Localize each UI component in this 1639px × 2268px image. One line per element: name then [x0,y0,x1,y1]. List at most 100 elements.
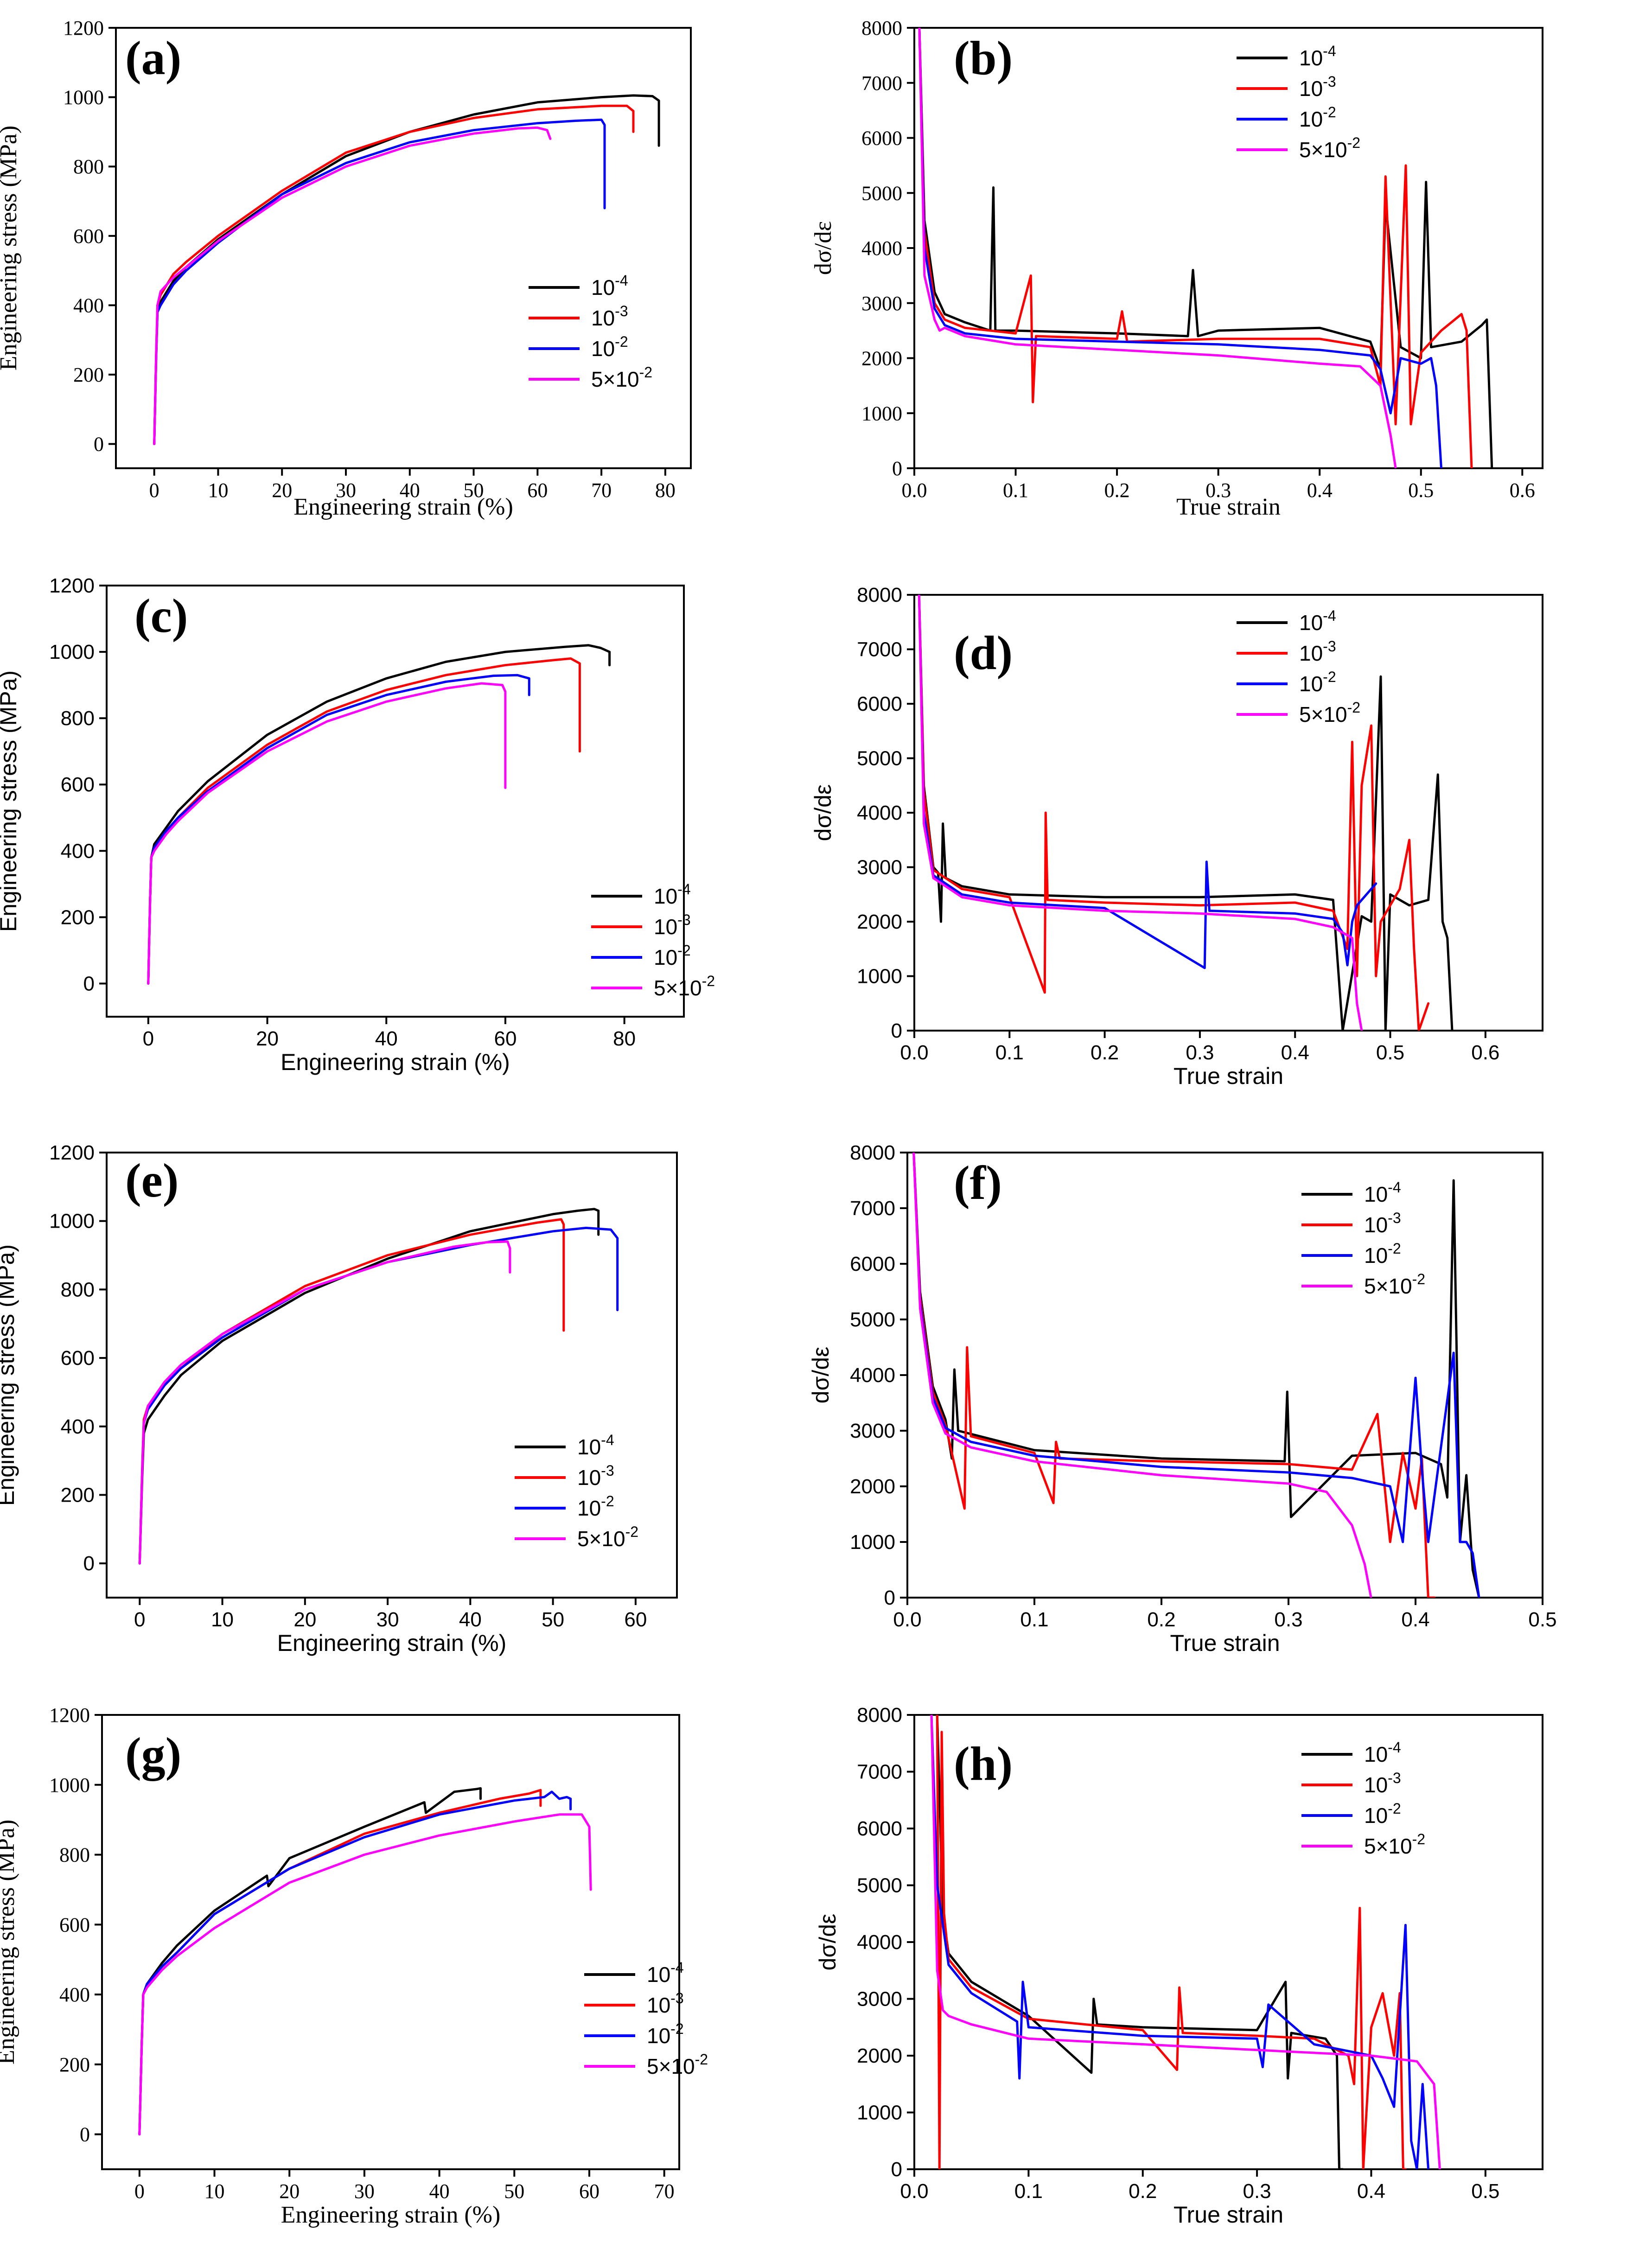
y-tick-label: 400 [73,294,104,317]
x-tick-label: 0.6 [1471,1041,1499,1064]
legend-label-1e-3: 10-3 [1299,638,1336,665]
legend-label-5e-2: 5×10-2 [647,2051,708,2078]
panel-d-chart: 0.0 0.1 0.2 0.3 0.4 0.5 0.6 0 1000 2000 3000 4000 50… [810,584,1543,1089]
y-tick-label: 4000 [850,1364,895,1387]
legend-label-1e-4: 10-4 [1299,43,1336,70]
series-line-1e-2 [912,1153,1480,1598]
panel-letter: (a) [125,32,181,85]
series-line-1e-2 [918,595,1378,969]
legend-label-1e-4: 10-4 [1364,1179,1401,1206]
x-tick-label: 30 [376,1608,399,1631]
plot-frame [101,1714,680,2170]
legend-label-1e-3: 10-3 [591,303,628,330]
y-tick-label: 200 [73,363,104,386]
y-tick-label: 4000 [857,1931,902,1954]
series-line-1e-3 [138,1218,565,1565]
y-axis-label: Engineering stress (MPa) [0,1820,19,2065]
y-tick-label: 5000 [861,182,902,204]
series-line-5e-2 [912,1153,1372,1598]
x-tick-label: 0 [134,1608,145,1631]
legend-label-1e-2: 10-2 [647,2020,684,2048]
x-tick-label: 30 [336,479,356,502]
series-line-1e-3 [153,104,635,446]
legend-label-5e-2: 5×10-2 [654,973,715,1000]
x-tick-label: 50 [504,2180,524,2203]
x-axis-label: Engineering strain (%) [281,1049,510,1075]
series-line-5e-2 [153,126,552,446]
panel-h-chart: 0.0 0.1 0.2 0.3 0.4 0.5 0 1000 2000 3000 4000 5000 6… [815,1704,1543,2228]
panel-letter: (g) [125,1728,181,1781]
x-tick-label: 0.3 [1243,2180,1271,2203]
y-tick-label: 800 [73,155,104,178]
x-tick-label: 50 [464,479,484,502]
y-tick-label: 7000 [861,72,902,95]
y-tick-label: 0 [80,2123,90,2146]
x-tick-label: 0.0 [900,1041,928,1064]
y-tick-label: 3000 [857,856,902,879]
plot-frame [106,585,685,1018]
y-tick-label: 0 [892,457,902,480]
series-line-5e-2 [138,1813,592,2136]
y-tick-label: 1000 [857,965,902,988]
series-line-1e-2 [153,118,606,446]
y-tick-label: 0 [83,972,95,995]
y-tick-label: 0 [891,1019,902,1042]
x-tick-label: 0.5 [1408,479,1434,502]
legend-label-5e-2: 5×10-2 [591,364,652,391]
legend-label-1e-2: 10-2 [1299,104,1336,131]
x-tick-label: 20 [272,479,292,502]
panel-letter: (e) [125,1154,179,1207]
legend-label-5e-2: 5×10-2 [577,1523,638,1551]
y-tick-label: 1200 [49,1141,95,1164]
x-tick-label: 0.5 [1528,1608,1556,1631]
series-line-5e-2 [147,682,507,985]
x-tick-label: 40 [459,1608,482,1631]
y-tick-label: 1000 [49,1210,95,1233]
y-tick-label: 400 [59,1983,90,2006]
y-tick-label: 0 [884,1586,895,1609]
x-tick-label: 0.0 [900,2180,928,2203]
series-line-5e-2 [138,1240,511,1565]
y-tick-label: 400 [61,840,95,862]
y-tick-label: 6000 [857,1817,902,1840]
panel-e-chart: 0 10 20 30 40 50 60020040060080010001200Engine… [0,1141,678,1656]
x-tick-label: 50 [542,1608,564,1631]
y-tick-label: 7000 [857,638,902,661]
series-line-1e-3 [912,1153,1436,1598]
legend-label-1e-2: 10-2 [1364,1240,1401,1268]
y-axis-label: Engineering stress (MPa) [0,1244,19,1506]
x-tick-label: 0.5 [1376,1041,1404,1064]
x-axis-label: True strain [1173,2202,1283,2228]
x-tick-label: 0.4 [1281,1041,1309,1064]
legend-label-1e-4: 10-4 [1364,1739,1401,1766]
legend-label-1e-3: 10-3 [1364,1770,1401,1797]
x-tick-label: 0.0 [902,479,927,502]
y-tick-label: 200 [59,2053,90,2076]
y-tick-label: 0 [94,433,104,456]
legend-label-1e-3: 10-3 [1364,1210,1401,1237]
x-axis-label: Engineering strain (%) [293,494,513,520]
legend-label-5e-2: 5×10-2 [1364,1831,1425,1858]
x-tick-label: 70 [591,479,612,502]
y-tick-label: 3000 [861,292,902,315]
y-tick-label: 2000 [861,347,902,370]
x-tick-label: 60 [494,1027,517,1050]
x-tick-label: 60 [624,1608,647,1631]
legend-label-1e-2: 10-2 [591,333,628,361]
y-tick-label: 3000 [857,1988,902,2011]
plot-frame [115,27,692,469]
series-line-5e-2 [918,595,1363,1031]
legend-label-5e-2: 5×10-2 [1299,134,1360,162]
y-tick-label: 800 [59,1844,90,1867]
panel-letter: (b) [954,32,1013,85]
legend-label-1e-2: 10-2 [1364,1800,1401,1828]
panel-letter: (f) [954,1156,1002,1210]
plot-frame [913,27,1543,469]
legend-label-1e-4: 10-4 [1299,607,1336,635]
y-tick-label: 600 [73,225,104,248]
y-tick-label: 2000 [850,1475,895,1498]
y-tick-label: 600 [59,1913,90,1936]
legend-label-1e-4: 10-4 [577,1432,614,1459]
x-tick-label: 0.0 [893,1608,921,1631]
y-tick-label: 4000 [861,237,902,260]
